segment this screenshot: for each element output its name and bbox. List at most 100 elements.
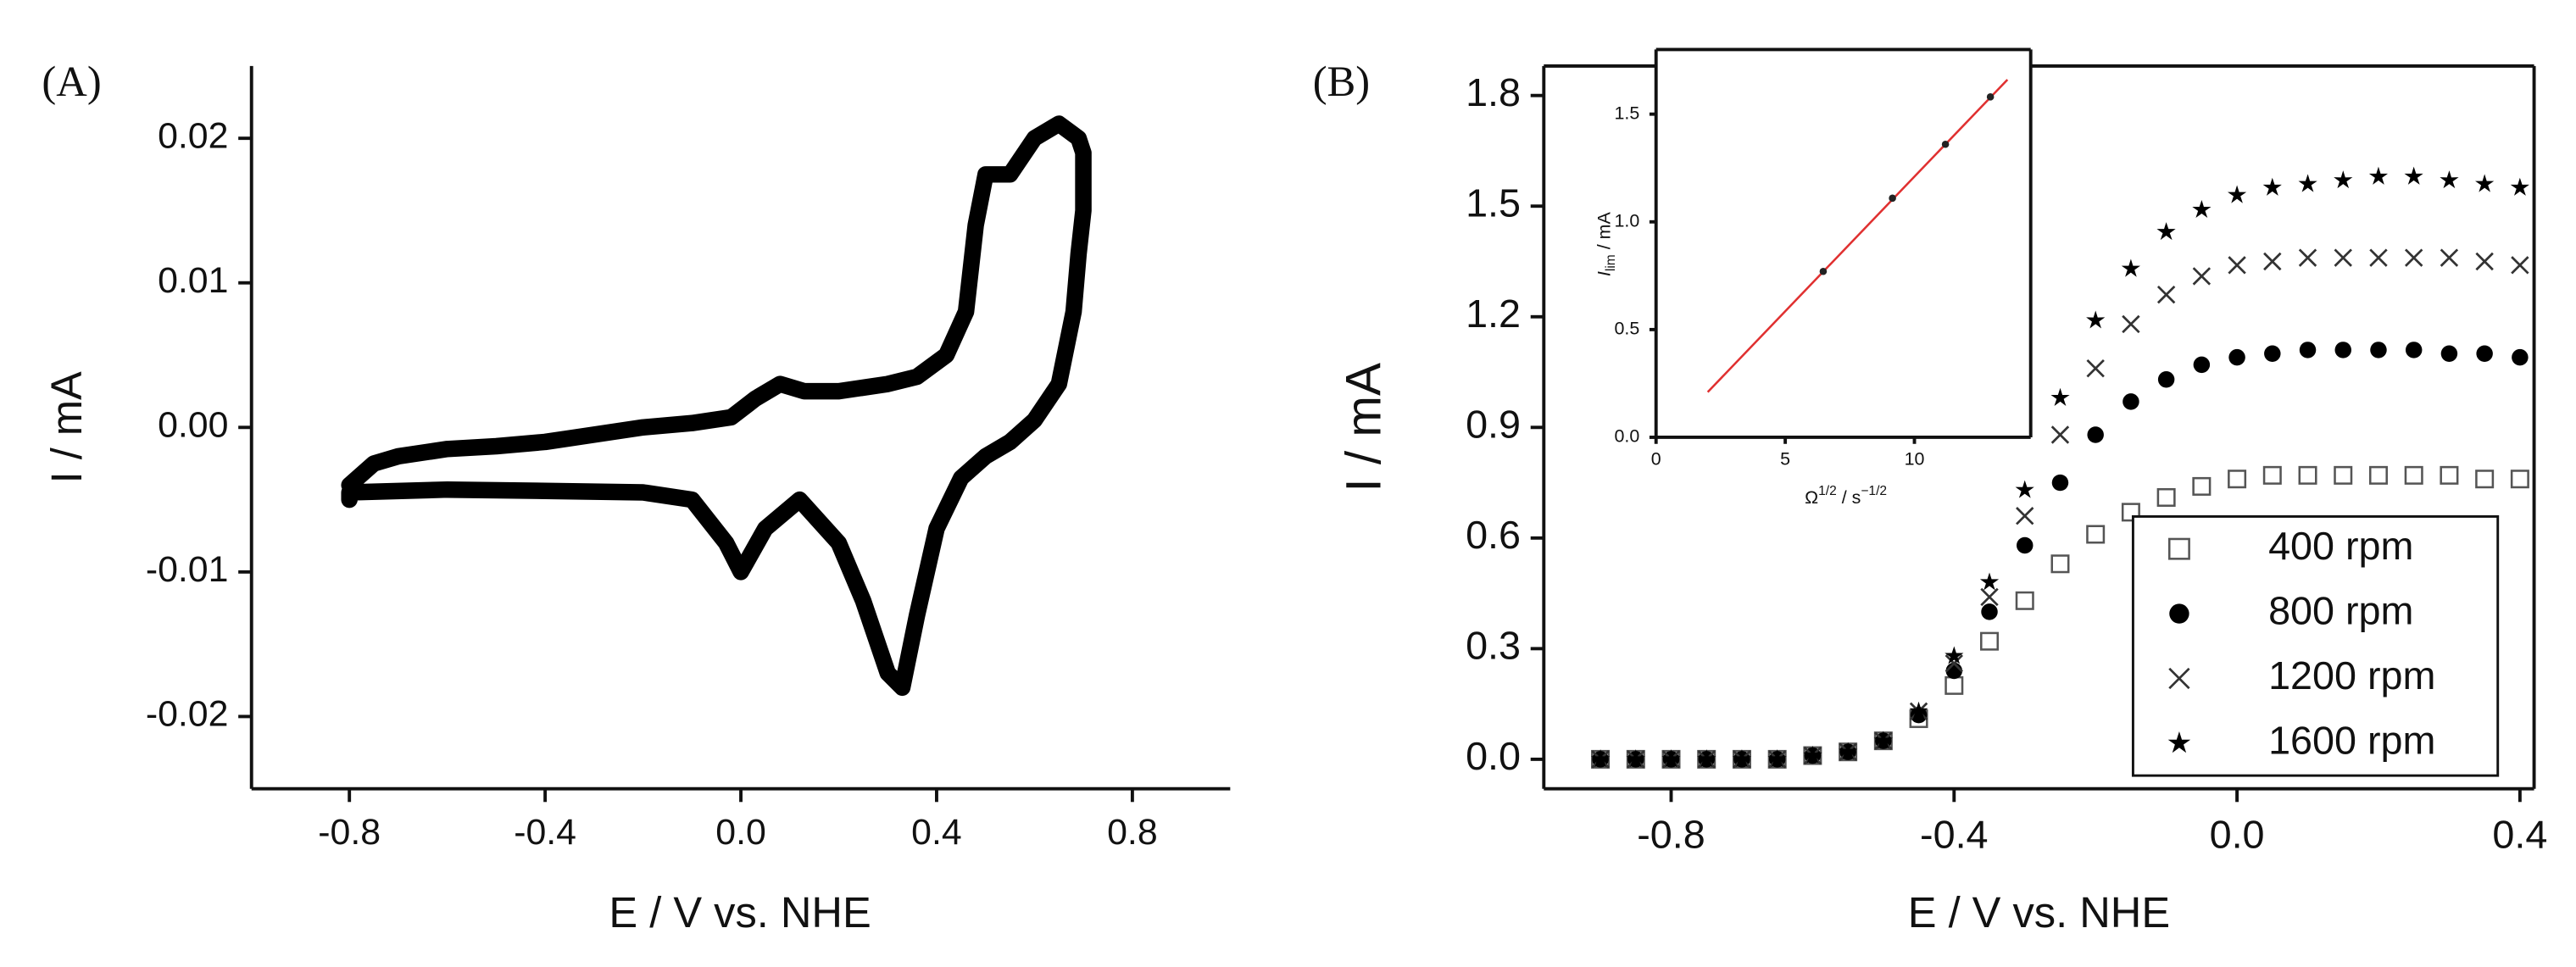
marker: [2122, 314, 2140, 334]
marker: [2298, 248, 2317, 267]
marker: [2475, 252, 2494, 271]
marker: [2050, 554, 2070, 574]
legend-box: [2131, 514, 2500, 777]
marker: [2475, 174, 2495, 192]
panel-label: (B): [1313, 58, 1370, 105]
legend-label: 800 rpm: [2268, 588, 2413, 632]
label-part: / s: [1837, 487, 1861, 508]
y-tick-label: 0.02: [158, 115, 228, 156]
marker: [1626, 749, 1645, 768]
marker: [2121, 503, 2140, 522]
inset-background: [1655, 49, 2031, 437]
marker: [2016, 507, 2034, 525]
x-tick-label: 0.0: [715, 812, 766, 853]
cv-curve: [341, 115, 1092, 697]
marker: [2440, 345, 2458, 363]
marker: [2299, 342, 2317, 358]
legend-label: 1200 rpm: [2268, 653, 2435, 697]
marker: [2440, 170, 2459, 189]
marker: [2263, 252, 2282, 271]
marker: [2192, 476, 2212, 496]
marker: [2262, 177, 2282, 196]
marker: [2511, 256, 2529, 275]
marker: [2050, 387, 2070, 406]
y-tick-label: 1.0: [1614, 210, 1639, 231]
marker: [2368, 166, 2389, 185]
marker: [1986, 93, 1995, 101]
y-tick-label: 0.9: [1466, 403, 1521, 447]
marker: [2369, 248, 2388, 267]
x-tick-label: 0: [1651, 449, 1661, 470]
marker: [2192, 199, 2212, 219]
label-part: −1/2: [1861, 484, 1887, 498]
marker: [1839, 742, 1858, 760]
y-tick-label: 1.2: [1466, 292, 1521, 336]
legend-label: 400 rpm: [2268, 524, 2413, 568]
y-tick-label: -0.01: [146, 549, 229, 590]
label-part: lim: [1604, 254, 1618, 271]
marker: [2015, 480, 2034, 498]
marker: [2440, 248, 2459, 267]
marker: [1697, 749, 1716, 768]
marker: [1661, 749, 1681, 768]
marker: [2510, 177, 2529, 196]
marker: [2475, 470, 2495, 489]
label-part: 1/2: [1818, 484, 1837, 498]
marker: [2086, 358, 2105, 378]
marker: [2050, 425, 2070, 444]
y-tick-label: 0.00: [158, 405, 228, 446]
x-axis-label: E / V vs. NHE: [1908, 888, 2170, 936]
marker: [2086, 525, 2106, 544]
label-part: I: [1594, 271, 1614, 276]
y-tick-label: 1.5: [1466, 181, 1521, 225]
marker: [2087, 426, 2104, 443]
marker: [2015, 591, 2034, 610]
marker: [2156, 285, 2176, 304]
y-tick-label: 0.6: [1466, 513, 1521, 557]
y-axis-label: I / mA: [42, 371, 91, 483]
legend-marker: [2169, 603, 2189, 624]
marker: [2157, 370, 2175, 388]
marker: [2334, 248, 2352, 267]
x-tick-label: 10: [1905, 449, 1925, 470]
marker: [1767, 749, 1787, 768]
y-tick-label: 0.0: [1466, 734, 1521, 778]
marker: [2017, 536, 2034, 554]
marker: [1980, 587, 1999, 607]
marker: [1980, 631, 2000, 651]
x-tick-label: -0.4: [1920, 813, 1989, 857]
x-tick-label: 0.4: [911, 812, 962, 853]
legend-label: 1600 rpm: [2268, 718, 2435, 762]
marker: [2228, 256, 2246, 275]
marker: [1732, 749, 1752, 768]
x-tick-label: 5: [1780, 449, 1790, 470]
marker: [1941, 140, 1950, 148]
marker: [2368, 465, 2388, 485]
marker: [2086, 310, 2106, 329]
marker: [1873, 731, 1893, 749]
y-tick-label: 1.8: [1466, 70, 1521, 114]
marker: [2298, 465, 2317, 485]
marker: [1945, 646, 1964, 664]
marker: [1981, 603, 1998, 620]
marker: [2262, 465, 2282, 485]
marker: [1889, 194, 1896, 203]
y-tick-label: 0.0: [1614, 426, 1639, 447]
marker: [1945, 675, 1964, 695]
marker: [2334, 342, 2351, 358]
marker: [1819, 267, 1828, 275]
y-tick-label: -0.02: [146, 694, 229, 735]
marker: [2334, 170, 2353, 189]
marker: [2192, 267, 2212, 286]
marker: [1909, 701, 1928, 720]
marker: [2298, 174, 2317, 192]
y-tick-label: 0.3: [1466, 624, 1521, 668]
label-part: Ω: [1805, 487, 1818, 508]
y-tick-label: 1.5: [1614, 103, 1639, 123]
marker: [2156, 487, 2176, 507]
marker: [2334, 465, 2353, 485]
marker: [2440, 465, 2459, 485]
fit-line: [1706, 79, 2009, 393]
inset-x-label: Ω1/2 / s−1/2: [1805, 484, 1887, 507]
y-tick-label: 0.5: [1614, 319, 1639, 339]
